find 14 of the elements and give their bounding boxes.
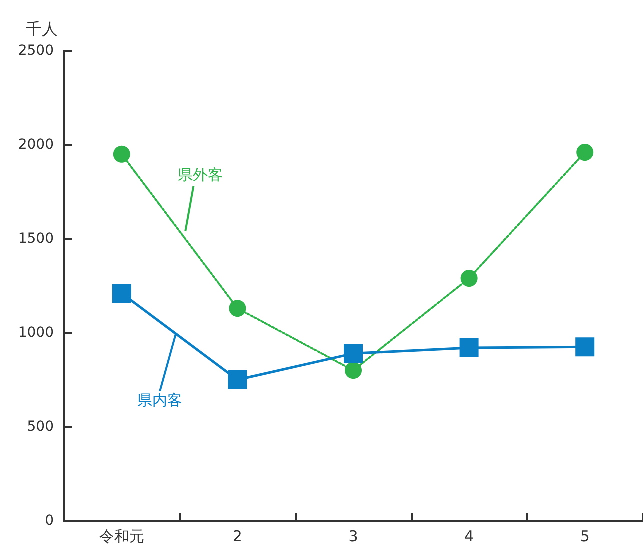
y-tick-label: 1500	[18, 231, 54, 247]
y-tick-label: 500	[27, 419, 54, 435]
x-tick-label: 令和元	[99, 528, 144, 546]
x-tick-label: 4	[464, 528, 474, 546]
y-axis-title: 千人	[26, 20, 58, 38]
y-tick-label: 2000	[18, 137, 54, 153]
y-tick-label: 1000	[18, 325, 54, 341]
x-tick-label: 3	[348, 528, 358, 546]
y-tick-label: 2500	[18, 43, 54, 59]
text: 県内客	[138, 392, 183, 410]
x-tick-label: 2	[232, 528, 242, 546]
x-tick-label: 5	[580, 528, 590, 546]
y-tick-label: 0	[45, 513, 54, 529]
series-label: 県外客	[178, 166, 224, 184]
